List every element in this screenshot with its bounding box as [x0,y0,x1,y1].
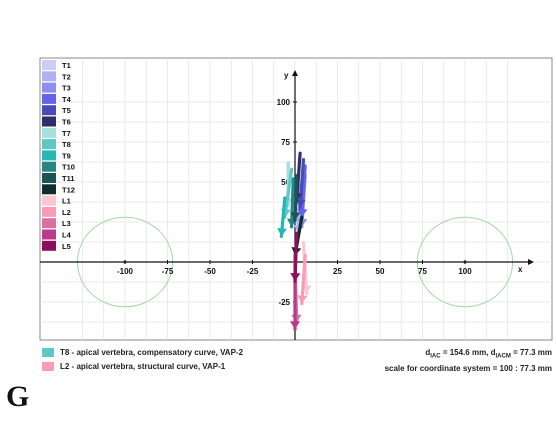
vector-l4-arrowhead [290,321,300,330]
legend-label-t9: T9 [62,151,71,160]
legend: T1 T2 T3 T4 T5 T6 T7 T8 T9 T10 T11 T12 L1 L2 L3 L4 L5 [42,60,75,251]
x-tick-label: -100 [117,267,134,276]
x-tick-label: 25 [333,267,342,276]
legend-label-l1: L1 [62,197,71,206]
panel-label: G [6,380,30,413]
legend-swatch-t3 [42,82,56,93]
legend-label-l2: L2 [62,208,71,217]
vector-l2 [300,254,307,306]
footer-legend-text-2: L2 - apical vertebra, structural curve, … [60,362,226,371]
vector-t8 [283,167,294,219]
y-tick-label: 50 [281,178,290,187]
footer-legend-text-1: T8 - apical vertebra, compensatory curve… [60,348,244,357]
legend-swatch-t11 [42,173,56,183]
legend-swatch-l1 [42,195,56,206]
d-iacm-symbol: d [490,348,496,357]
legend-swatch-l2 [42,206,56,217]
vector-t9-arrowhead [277,227,288,237]
vector-t4-arrowhead [297,208,308,218]
scale-text: scale for coordinate system = 100 : 77.3… [384,364,552,373]
d-iacm-value: = 77.3 mm [510,348,552,357]
legend-swatch-t10 [42,161,56,172]
d-iac-value: = 154.6 mm, [440,348,491,357]
legend-label-t10: T10 [62,163,75,172]
legend-label-t1: T1 [62,61,71,70]
legend-swatch-t2 [42,71,56,82]
d-iac-subscript: IAC [430,353,441,360]
legend-label-t11: T11 [62,174,75,183]
x-tick-label: 100 [458,267,472,276]
distance-readout: dIAC = 154.6 mm, dIACM = 77.3 mm [425,348,552,360]
x-tick-label: -75 [162,267,174,276]
legend-label-t3: T3 [62,84,71,93]
x-tick-label: 75 [418,267,427,276]
footer-swatch-t8 [42,348,54,357]
legend-label-t7: T7 [62,129,71,138]
legend-swatch-t8 [42,139,56,150]
legend-label-l4: L4 [62,231,72,240]
legend-swatch-l4 [42,229,56,240]
legend-swatch-l5 [42,240,56,251]
d-iacm-subscript: IACM [495,353,511,360]
legend-label-t4: T4 [62,95,72,104]
legend-swatch-t1 [42,60,56,70]
x-tick-label: -50 [204,267,216,276]
vector-t4 [300,164,307,219]
y-tick-label: 75 [281,138,290,147]
legend-swatch-l3 [42,218,56,229]
vector-t5 [298,158,306,210]
footer-legend-item-2: L2 - apical vertebra, structural curve, … [42,362,225,371]
legend-swatch-t9 [42,150,56,161]
x-tick-label: 50 [376,267,385,276]
legend-label-t12: T12 [62,185,75,194]
vector-l5 [293,231,299,283]
footer-swatch-l2 [42,362,54,371]
legend-swatch-t5 [42,105,56,116]
legend-swatch-t12 [42,184,56,195]
legend-label-t6: T6 [62,118,71,127]
y-tick-label: 100 [277,98,291,107]
d-iac-symbol: d [425,348,431,357]
legend-swatch-t7 [42,127,56,138]
legend-swatch-t6 [42,116,56,127]
x-axis-label: x [518,265,523,274]
footer-legend-item-1: T8 - apical vertebra, compensatory curve… [42,348,243,357]
legend-label-l5: L5 [62,242,71,251]
legend-swatch-t4 [42,93,56,104]
legend-label-t2: T2 [62,72,71,81]
legend-label-l3: L3 [62,219,71,228]
vector-l5-arrowhead [290,273,301,282]
y-axis-label: y [284,71,289,80]
x-tick-label: -25 [247,267,259,276]
y-tick-label: -25 [278,298,290,307]
legend-label-t8: T8 [62,140,71,149]
vector-l2-arrowhead [297,295,308,304]
y-axis-arrowhead [292,70,298,76]
vector-t10 [290,177,295,229]
vector-t11-arrowhead [290,212,301,221]
legend-label-t5: T5 [62,106,71,115]
vectors [277,151,312,331]
x-axis-arrowhead [528,259,534,265]
